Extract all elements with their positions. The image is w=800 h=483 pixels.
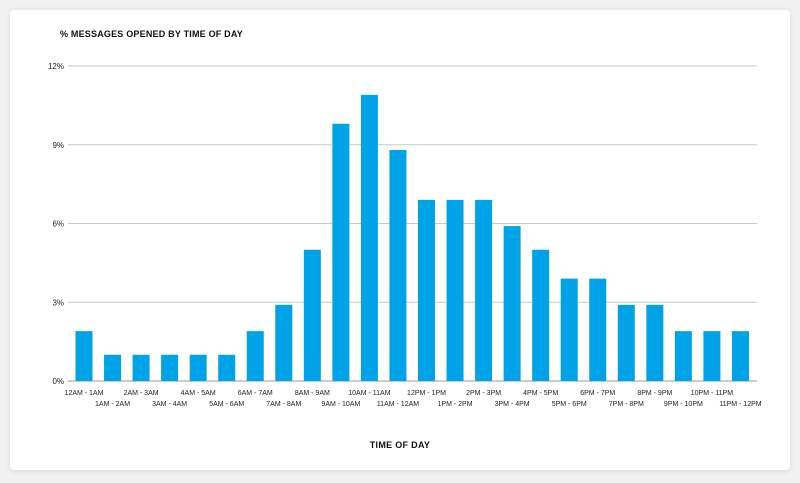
x-tick-label: 12PM - 1PM [407,390,446,397]
chart-title: % MESSAGES OPENED BY TIME OF DAY [60,29,243,39]
x-axis-label: TIME OF DAY [369,440,431,450]
bar [104,354,122,381]
x-tick-label: 4PM - 5PM [523,390,558,397]
x-tick-label: 1AM - 2AM [95,401,130,408]
x-tick-label: 9PM - 10PM [664,401,703,408]
bar [503,226,521,381]
bar [589,278,607,381]
bar [703,331,721,381]
x-tick-label: 5AM - 6AM [209,401,244,408]
bar [246,331,264,381]
x-tick-label: 3AM - 4AM [152,401,187,408]
x-tick-label: 12AM - 1AM [65,390,104,397]
x-tick-label: 8AM - 9AM [295,390,330,397]
bar [617,304,635,381]
y-tick-label: 6% [52,220,64,229]
x-tick-label: 10PM - 11PM [691,390,733,397]
bar [560,278,578,381]
bar [532,249,550,381]
x-tick-label: 7AM - 8AM [266,401,301,408]
x-tick-label: 7PM - 8PM [609,401,644,408]
bar [646,304,664,381]
x-tick-label: 5PM - 6PM [552,401,587,408]
x-tick-label: 8PM - 9PM [637,390,672,397]
x-tick-label: 1PM - 2PM [438,401,473,408]
bar [132,354,150,381]
x-tick-label: 2PM - 3PM [466,390,501,397]
x-tick-label: 4AM - 5AM [181,390,216,397]
bar [418,199,435,381]
bar [218,354,236,381]
y-axis-ticks: 0% 3% 6% 9% 12% [48,62,64,386]
bar [275,304,293,381]
y-tick-label: 0% [52,377,64,386]
bars [75,94,749,381]
x-axis-ticks: 12AM - 1AM 1AM - 2AM 2AM - 3AM 3AM - 4AM 4AM… [65,390,762,408]
x-tick-label: 6AM - 7AM [238,390,273,397]
bar [475,199,493,381]
bar [360,94,378,381]
x-tick-label: 11PM - 12PM [719,401,761,408]
grid-lines [68,65,757,382]
x-tick-label: 10AM - 11AM [348,390,390,397]
bar [674,331,692,381]
x-tick-label: 2AM - 3AM [124,390,159,397]
y-tick-label: 9% [52,141,64,150]
bar [75,331,93,381]
bar [303,249,321,381]
x-tick-label: 11AM - 12AM [377,401,419,408]
bar [389,150,407,381]
y-tick-label: 12% [48,62,64,71]
x-tick-label: 6PM - 7PM [580,390,615,397]
x-tick-label: 9AM - 10AM [321,401,360,408]
x-tick-label: 3PM - 4PM [495,401,530,408]
bar [332,123,350,381]
bar [161,354,179,381]
y-tick-label: 3% [52,298,64,307]
bar [189,354,207,381]
bar [731,331,749,381]
bar [446,199,464,381]
